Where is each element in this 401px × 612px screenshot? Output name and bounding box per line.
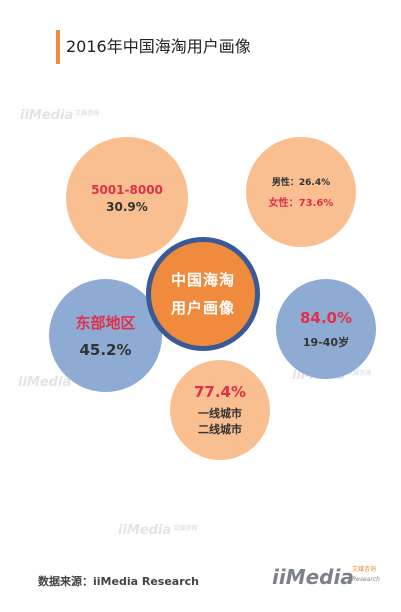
logo-cn-text: 艾媒咨询 bbox=[352, 566, 377, 573]
age-bubble: 84.0% 19-40岁 bbox=[276, 279, 376, 379]
age-pct: 84.0% bbox=[299, 308, 353, 327]
watermark-text: iiMedia bbox=[118, 523, 172, 538]
city-bubble: 77.4% 一线城市 二线城市 bbox=[170, 360, 270, 460]
data-source: 数据来源：iiMedia Research bbox=[38, 575, 199, 588]
watermark-text: iiMedia bbox=[20, 108, 74, 123]
income-range: 5001-8000 bbox=[91, 182, 163, 197]
title-accent-bar bbox=[56, 30, 60, 64]
gender-female: 女性：73.6% bbox=[268, 198, 334, 209]
city-pct: 77.4% bbox=[193, 383, 247, 401]
center-line2: 用户画像 bbox=[170, 299, 235, 317]
gender-bubble: 男性：26.4% 女性：73.6% bbox=[246, 137, 356, 247]
income-bubble: 5001-8000 30.9% bbox=[66, 137, 188, 259]
watermark-text: iiMedia bbox=[18, 375, 72, 390]
region-name: 东部地区 bbox=[75, 314, 136, 332]
imedia-logo: iiMedia bbox=[272, 565, 354, 589]
region-pct: 45.2% bbox=[79, 341, 132, 359]
watermark-cn: 艾媒咨询 bbox=[75, 110, 100, 117]
center-bubble: 中国海淘 用户画像 bbox=[146, 237, 260, 351]
page-title: 2016年中国海淘用户画像 bbox=[66, 37, 251, 56]
age-range: 19-40岁 bbox=[302, 335, 350, 349]
income-pct: 30.9% bbox=[106, 199, 148, 214]
center-line1: 中国海淘 bbox=[170, 271, 235, 289]
logo-en-text: Research bbox=[352, 576, 380, 583]
region-bubble: 东部地区 45.2% bbox=[49, 279, 162, 392]
city-line1: 一线城市 bbox=[198, 407, 242, 420]
city-line2: 二线城市 bbox=[198, 423, 242, 436]
gender-male: 男性：26.4% bbox=[271, 178, 331, 188]
watermark-cn: 艾媒咨询 bbox=[347, 370, 372, 377]
watermark-cn: 艾媒咨询 bbox=[173, 525, 198, 532]
